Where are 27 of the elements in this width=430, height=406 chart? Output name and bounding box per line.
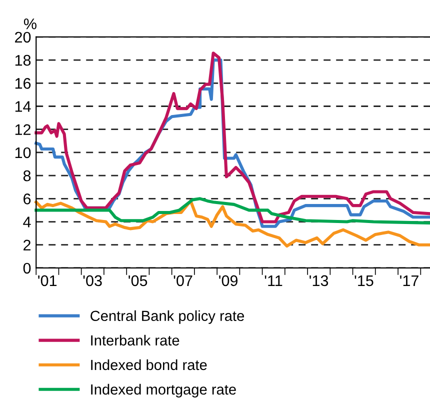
x-tick-label: '11 [264,275,282,286]
legend-label: Indexed bond rate [91,359,207,370]
y-tick-label: 14 [15,101,31,112]
y-tick-label: 18 [15,54,31,66]
y-tick-label: 12 [15,124,30,135]
x-tick-label: '13 [310,275,328,286]
legend-label: Indexed mortgage rate [91,384,236,398]
y-tick-label: 10 [15,147,31,158]
y-tick-label: 20 [15,32,31,43]
y-tick-label: 8 [23,170,31,182]
x-tick-label: '03 [83,275,102,286]
x-tick-label: '15 [354,275,374,286]
x-tick-label: '09 [219,275,238,286]
x-tick-label: '07 [174,275,192,286]
legend-label: Central Bank policy rate [90,310,244,324]
y-tick-label: 0 [23,262,31,274]
x-tick-label: '05 [128,275,148,286]
legend-label: Interbank rate [91,334,180,346]
y-tick-label: 2 [24,240,30,250]
line-series [34,199,430,248]
y-tick-label: 16 [15,78,31,89]
x-tick-label: '01 [38,275,57,286]
x-tick-label: '17 [400,275,418,286]
y-tick-label: 4 [23,216,31,228]
y-tick-label: 6 [24,194,31,204]
y-axis-title: % [24,18,36,30]
line-series [34,197,430,224]
